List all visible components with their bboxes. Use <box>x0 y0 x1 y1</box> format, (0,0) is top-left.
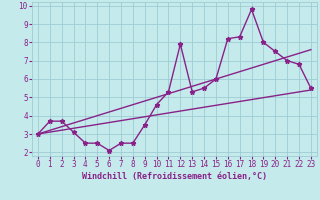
X-axis label: Windchill (Refroidissement éolien,°C): Windchill (Refroidissement éolien,°C) <box>82 172 267 181</box>
